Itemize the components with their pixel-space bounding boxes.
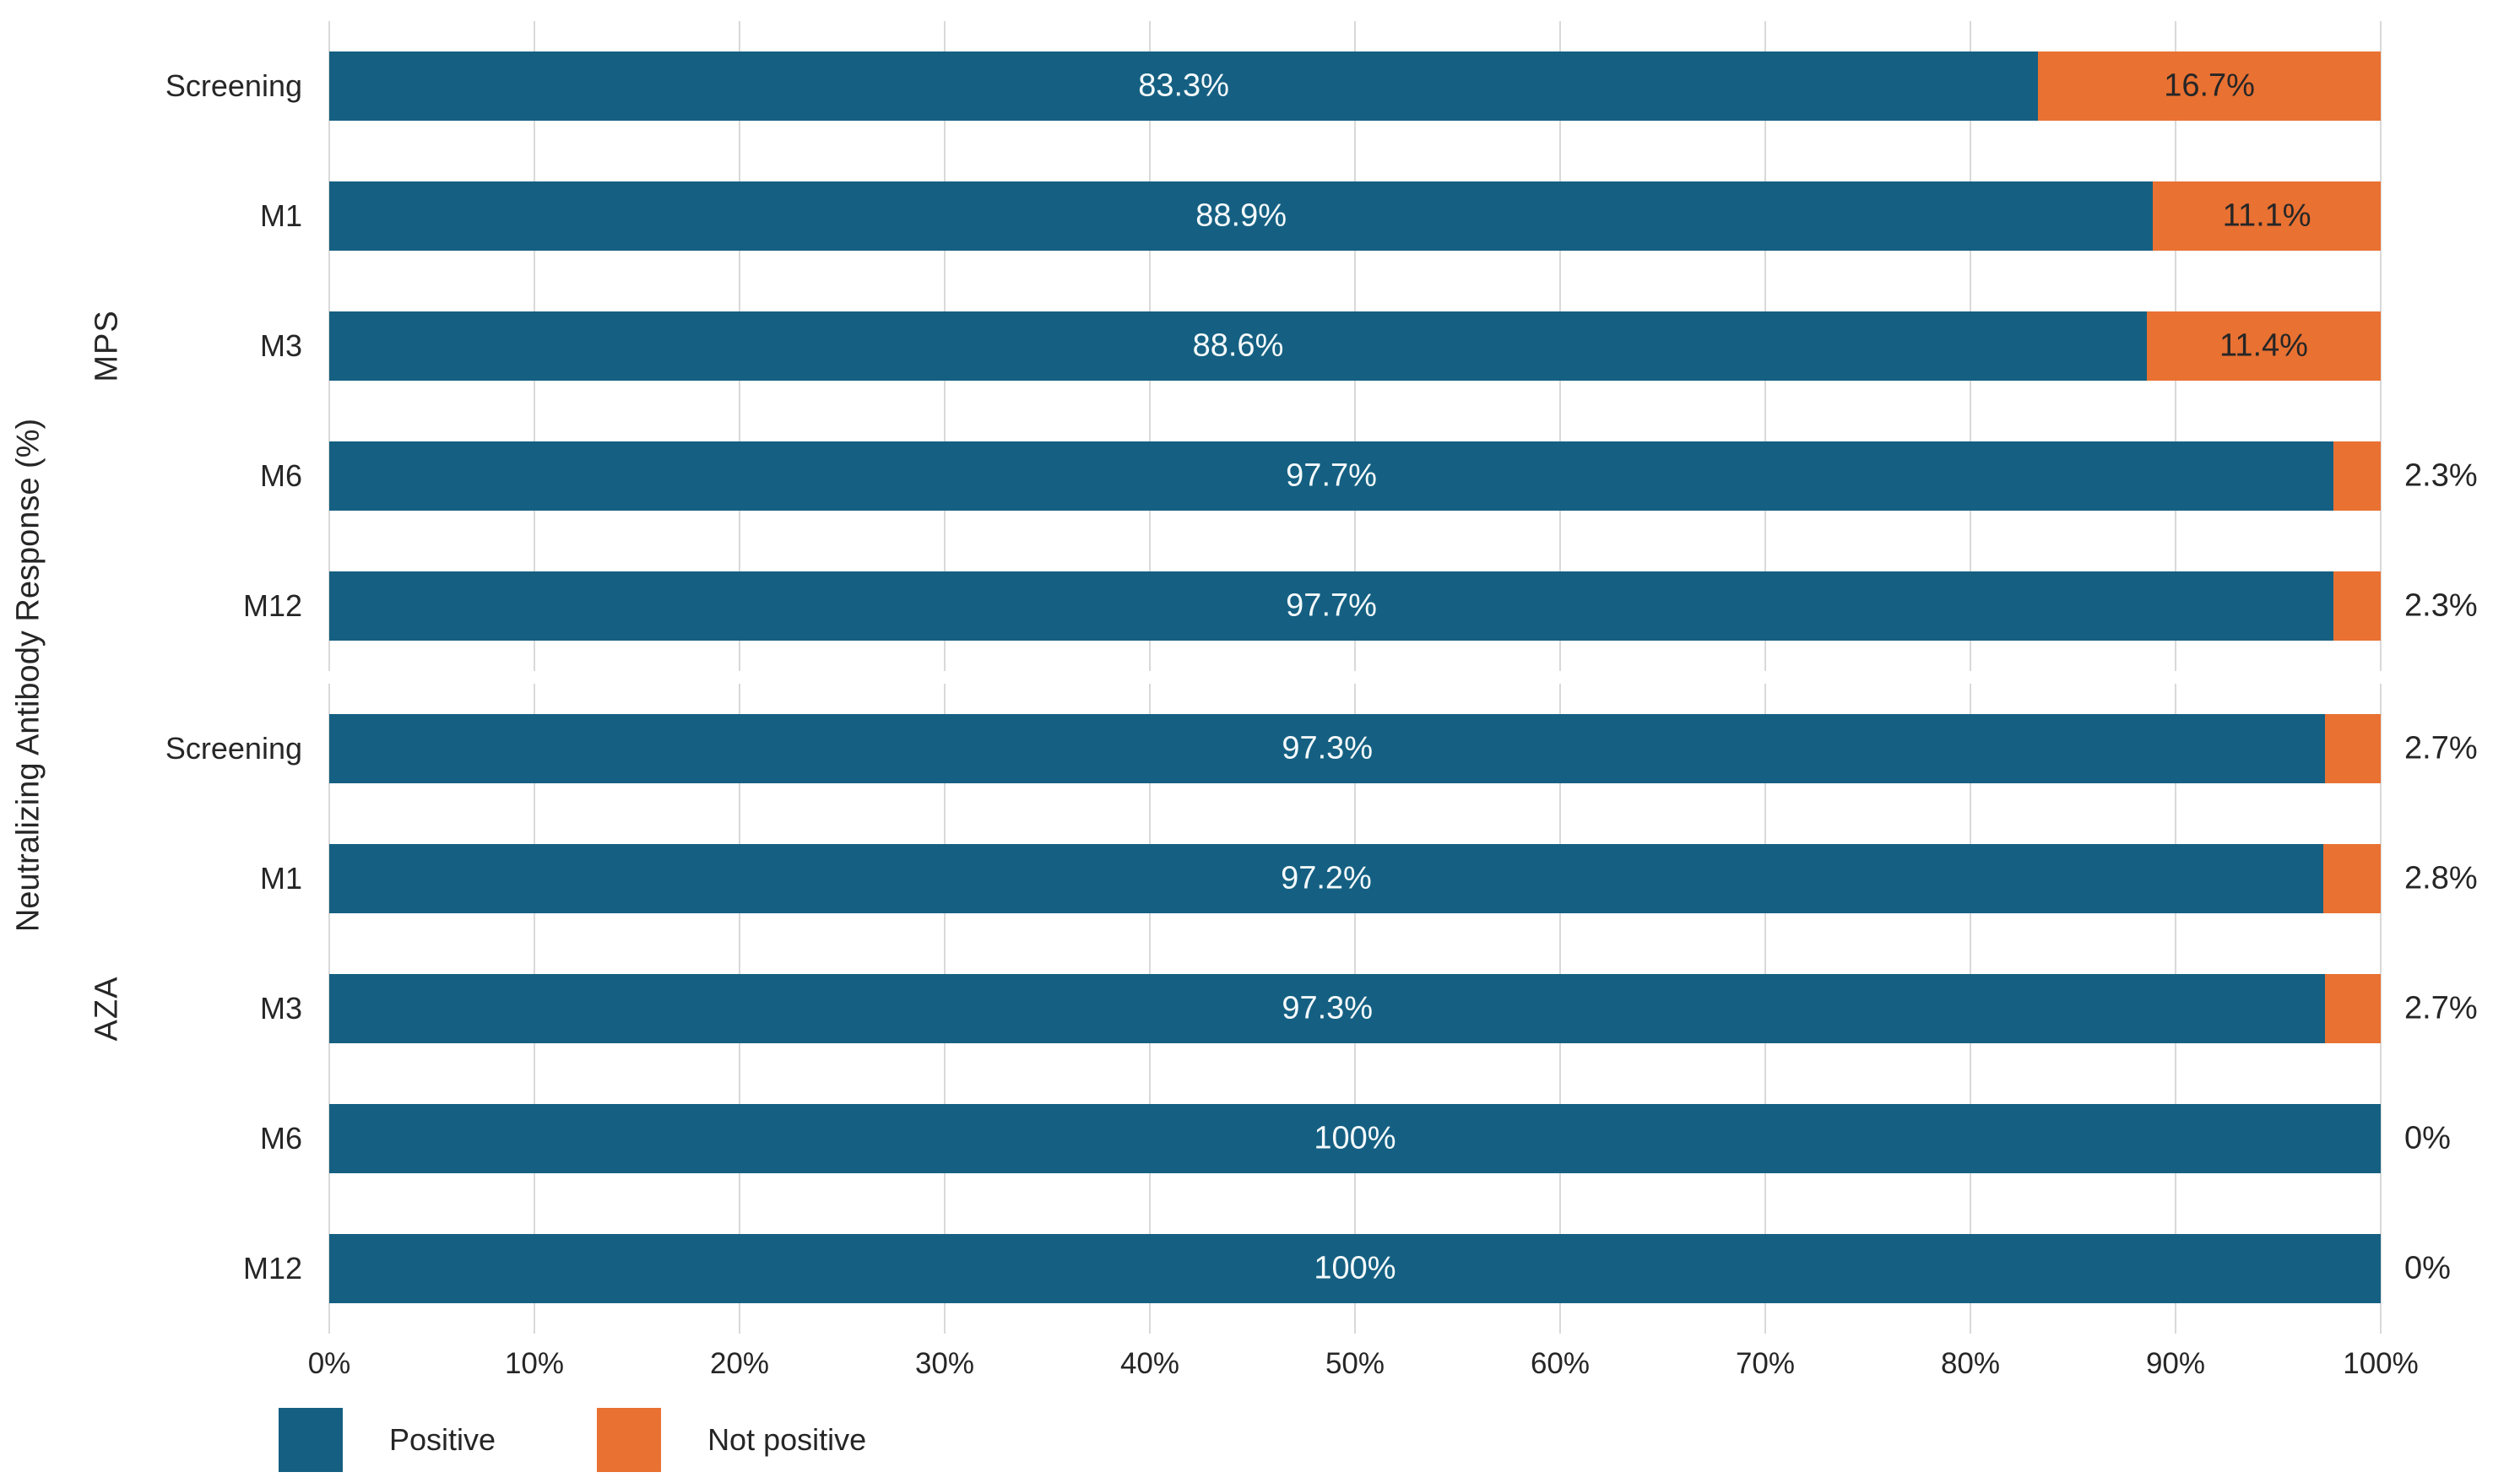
category-label-mps-m6: M6 [259, 458, 302, 493]
bar-segment-not-positive [2333, 441, 2381, 511]
category-label-aza-m6: M6 [259, 1121, 302, 1156]
bar-segment-positive [329, 1234, 2381, 1303]
bar-row-aza-m12: 100% [329, 1234, 2381, 1303]
legend-swatch-not-positive [597, 1408, 662, 1472]
bar-segment-not-positive [2333, 571, 2381, 641]
bar-segment-not-positive [2322, 844, 2381, 913]
bar-label-not-positive-outside: 2.7% [2404, 730, 2478, 766]
bar-row-mps-m1: 88.9% 11.1% [329, 181, 2381, 251]
bar-label-positive: 97.3% [1282, 730, 1374, 766]
bar-segment-not-positive [2153, 181, 2381, 251]
bar-segment-not-positive [2325, 974, 2381, 1043]
x-axis-tick-10%: 10% [504, 1347, 565, 1380]
bar-label-positive: 97.7% [1286, 587, 1377, 624]
bar-label-positive: 97.2% [1281, 860, 1372, 896]
bar-label-not-positive-outside: 2.3% [2404, 457, 2478, 494]
legend-label-not-positive: Not positive [707, 1422, 867, 1457]
category-label-mps-screening: Screening [165, 68, 302, 103]
bar-label-not-positive-outside: 2.3% [2404, 587, 2478, 624]
y-axis-title: Neutralizing Antibody Response (%) [10, 418, 46, 933]
category-label-mps-m12: M12 [242, 588, 302, 623]
group-label-aza: AZA [89, 976, 125, 1042]
category-label-aza-m1: M1 [259, 861, 302, 896]
x-axis-tick-20%: 20% [709, 1347, 770, 1380]
bar-label-not-positive-outside: 2.7% [2404, 990, 2478, 1026]
bar-segment-positive [329, 181, 2154, 251]
x-axis-tick-30%: 30% [914, 1347, 975, 1380]
x-axis-tick-80%: 80% [1940, 1347, 2001, 1380]
bar-label-not-positive-outside: 0% [2404, 1120, 2451, 1156]
bar-label-not-positive: 11.4% [2219, 327, 2308, 364]
x-axis-tick-90%: 90% [2145, 1347, 2206, 1380]
bar-segment-positive [329, 974, 2326, 1043]
x-axis-tick-50%: 50% [1325, 1347, 1385, 1380]
group-panel-aza: 97.3% 97.2% 97.3% 100% 100% [328, 684, 2382, 1334]
bar-segment-positive [329, 714, 2326, 783]
bar-segment-positive [329, 844, 2323, 913]
x-axis-tick-0%: 0% [307, 1347, 351, 1380]
bar-label-not-positive-outside: 2.8% [2404, 860, 2478, 896]
bar-label-positive: 97.3% [1282, 990, 1374, 1026]
bar-label-positive: 97.7% [1286, 457, 1377, 494]
legend-label-positive: Positive [389, 1422, 496, 1457]
bar-label-positive: 83.3% [1138, 68, 1229, 104]
bar-segment-positive [329, 571, 2334, 641]
bar-label-positive: 100% [1314, 1120, 1396, 1156]
bar-segment-positive [329, 1104, 2381, 1173]
category-label-aza-m12: M12 [242, 1251, 302, 1285]
category-label-aza-m3: M3 [259, 991, 302, 1026]
category-label-aza-screening: Screening [165, 731, 302, 766]
legend-swatch-positive [279, 1408, 343, 1472]
bar-label-positive: 100% [1314, 1250, 1396, 1286]
bar-segment-not-positive [2325, 714, 2381, 783]
category-label-mps-m3: M3 [259, 328, 302, 363]
legend-item-not-positive: Not positive [597, 1408, 866, 1472]
bar-segment-positive [329, 51, 2039, 121]
bar-label-not-positive: 16.7% [2164, 68, 2255, 104]
legend-item-positive: Positive [279, 1408, 496, 1472]
legend: Positive Not positive [279, 1408, 866, 1472]
group-panel-mps: 83.3% 16.7% 88.9% 11.1% 88.6% 11.4% 97.7% 97.7% [328, 21, 2382, 671]
x-axis-tick-40%: 40% [1119, 1347, 1180, 1380]
bar-row-mps-m6: 97.7% [329, 441, 2381, 511]
bar-segment-positive [329, 311, 2147, 381]
x-axis-tick-100%: 100% [2343, 1347, 2419, 1380]
bar-segment-not-positive [2038, 51, 2381, 121]
gridline-100% [2380, 684, 2382, 1334]
bar-row-mps-screening: 83.3% 16.7% [329, 51, 2381, 121]
bar-label-positive: 88.6% [1192, 327, 1284, 364]
bar-row-aza-screening: 97.3% [329, 714, 2381, 783]
bar-label-not-positive: 11.1% [2222, 198, 2311, 234]
bar-row-aza-m3: 97.3% [329, 974, 2381, 1043]
bar-row-aza-m6: 100% [329, 1104, 2381, 1173]
group-label-mps: MPS [89, 310, 125, 382]
gridline-100% [2380, 21, 2382, 671]
bar-row-mps-m12: 97.7% [329, 571, 2381, 641]
bar-row-mps-m3: 88.6% 11.4% [329, 311, 2381, 381]
x-axis-tick-70%: 70% [1735, 1347, 1796, 1380]
bar-label-positive: 88.9% [1195, 198, 1287, 234]
bar-segment-positive [329, 441, 2334, 511]
bar-segment-not-positive [2146, 311, 2381, 381]
bar-label-not-positive-outside: 0% [2404, 1250, 2451, 1286]
category-label-mps-m1: M1 [259, 198, 302, 233]
bar-row-aza-m1: 97.2% [329, 844, 2381, 913]
x-axis-tick-60%: 60% [1530, 1347, 1591, 1380]
